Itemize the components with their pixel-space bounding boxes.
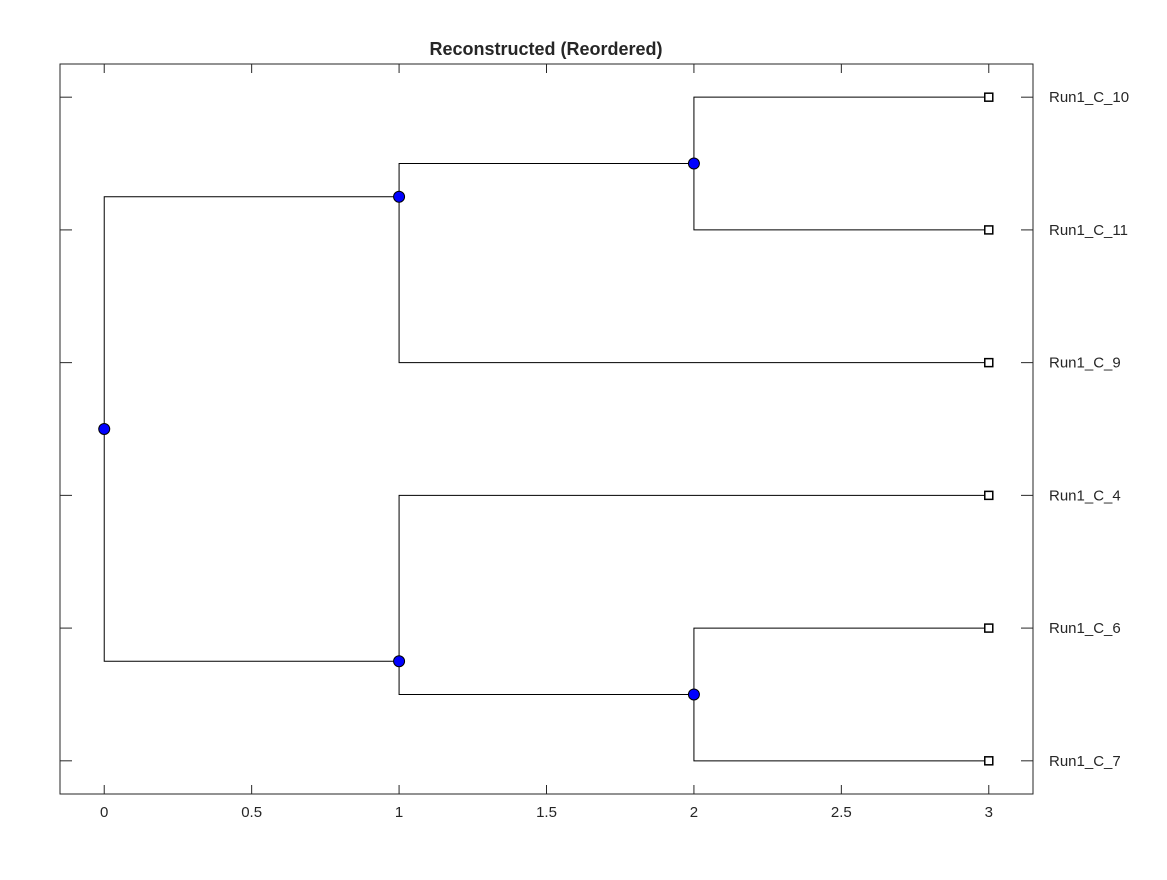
branch-edge xyxy=(398,196,989,364)
x-tick-label: 3 xyxy=(985,804,993,821)
leaf-label: Run1_C_6 xyxy=(1049,620,1121,637)
leaf-node-marker xyxy=(984,357,994,368)
x-tick-label: 1.5 xyxy=(536,804,557,821)
leaf-node-marker xyxy=(984,756,994,766)
internal-node-marker xyxy=(98,423,111,435)
branch-edge xyxy=(398,661,694,695)
branch-edge xyxy=(693,96,989,164)
branch-edge xyxy=(693,163,989,231)
leaf-label: Run1_C_11 xyxy=(1049,222,1128,239)
x-tick-label: 1 xyxy=(395,804,403,821)
chart-title: Reconstructed (Reordered) xyxy=(429,39,662,59)
branch-edge xyxy=(398,494,989,662)
leaf-node-marker xyxy=(984,623,994,633)
x-tick-label: 0 xyxy=(100,804,108,821)
internal-node-marker xyxy=(687,688,700,701)
internal-node-marker xyxy=(393,655,406,668)
internal-node-marker xyxy=(687,157,700,170)
leaf-node-marker xyxy=(984,92,994,102)
branch-edge xyxy=(398,163,694,197)
leaf-label: Run1_C_7 xyxy=(1049,753,1121,770)
labels-layer: 0 0.5 1 1.5 2 2.5 3 Run1_C_10 Run1_C_11 Run1_C_9 R… xyxy=(100,89,1129,821)
leaf-node-marker xyxy=(984,490,994,501)
leaf-label: Run1_C_9 xyxy=(1049,355,1121,372)
ticks-layer xyxy=(60,64,1033,794)
leaf-label: Run1_C_4 xyxy=(1049,487,1121,504)
edges-layer xyxy=(103,96,989,762)
branch-edge xyxy=(103,196,400,429)
x-tick-label: 2 xyxy=(690,804,698,821)
internal-node-marker xyxy=(393,190,406,203)
branch-edge xyxy=(103,429,400,662)
branch-edge xyxy=(693,627,989,695)
leaf-label: Run1_C_10 xyxy=(1049,89,1129,106)
leaf-node-marker xyxy=(984,225,994,235)
axes-box xyxy=(59,63,1034,795)
x-tick-label: 2.5 xyxy=(831,804,852,821)
branch-edge xyxy=(693,694,989,762)
markers-layer xyxy=(98,92,994,766)
x-tick-label: 0.5 xyxy=(241,804,262,821)
